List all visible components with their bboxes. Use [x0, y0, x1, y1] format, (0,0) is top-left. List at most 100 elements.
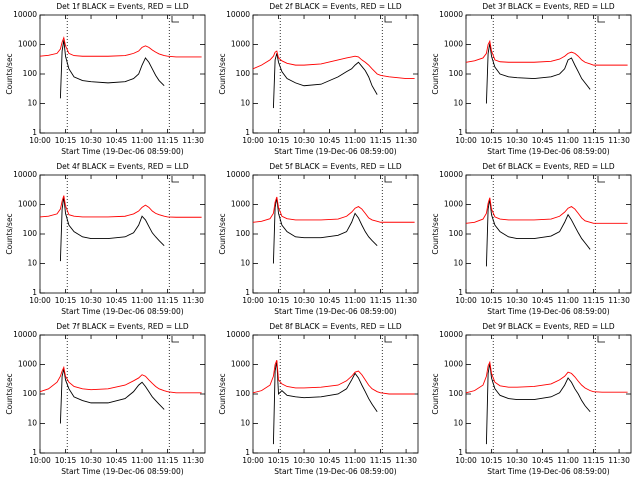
x-axis-label: Start Time (19-Dec-06 08:59:00)	[61, 147, 183, 156]
y-tick-label: 1000	[231, 40, 250, 49]
series-line	[252, 196, 415, 223]
y-tick-label: 10	[240, 99, 250, 108]
x-tick-label: 10:15	[55, 136, 77, 145]
y-tick-label: 1	[245, 288, 250, 297]
x-axis-label: Start Time (19-Dec-06 08:59:00)	[487, 467, 609, 476]
x-tick-label: 11:15	[370, 136, 392, 145]
y-tick-label: 100	[23, 69, 38, 78]
plot-frame	[39, 14, 206, 134]
x-tick-label: 10:15	[481, 456, 503, 465]
x-tick-label: 11:00	[131, 456, 153, 465]
y-tick-label: 100	[23, 389, 38, 398]
x-tick-label: 11:00	[131, 296, 153, 305]
y-tick-label: 1	[245, 448, 250, 457]
corner-marker	[384, 336, 392, 343]
y-tick-label: 1000	[18, 360, 37, 369]
y-tick-label: 10000	[13, 330, 37, 339]
y-tick-label: 100	[449, 69, 464, 78]
series-line	[59, 368, 165, 424]
x-tick-label: 11:30	[608, 136, 630, 145]
x-tick-label: 10:30	[80, 456, 102, 465]
x-tick-label: 11:00	[344, 456, 366, 465]
x-tick-label: 10:30	[293, 456, 315, 465]
series-line	[39, 365, 202, 394]
x-tick-label: 10:15	[55, 456, 77, 465]
x-axis-label: Start Time (19-Dec-06 08:59:00)	[274, 467, 396, 476]
x-tick-label: 10:15	[268, 136, 290, 145]
panel: Det 7f BLACK = Events, RED = LLD Start Ti…	[5, 322, 206, 476]
y-axis-label: Counts/sec	[431, 53, 440, 94]
y-tick-label: 100	[236, 389, 251, 398]
series-line	[485, 199, 591, 267]
chart-title: Det 3f BLACK = Events, RED = LLD	[482, 2, 615, 11]
x-tick-label: 10:00	[29, 296, 51, 305]
corner-marker	[171, 176, 179, 183]
x-tick-label: 10:30	[80, 136, 102, 145]
y-tick-label: 100	[449, 389, 464, 398]
x-tick-label: 10:30	[80, 296, 102, 305]
y-tick-label: 10000	[13, 170, 37, 179]
chart-title: Det 4f BLACK = Events, RED = LLD	[56, 162, 189, 171]
series-line	[272, 197, 378, 264]
x-tick-label: 11:30	[182, 136, 204, 145]
y-axis-label: Counts/sec	[218, 373, 227, 414]
chart-title: Det 8f BLACK = Events, RED = LLD	[269, 322, 402, 331]
y-axis-label: Counts/sec	[5, 213, 14, 254]
y-tick-label: 10000	[13, 10, 37, 19]
y-tick-label: 1	[32, 288, 37, 297]
x-tick-label: 11:15	[583, 136, 605, 145]
x-tick-label: 10:15	[481, 296, 503, 305]
x-tick-label: 10:00	[242, 456, 264, 465]
x-tick-label: 10:30	[506, 296, 528, 305]
y-axis-label: Counts/sec	[431, 213, 440, 254]
series-line	[485, 363, 591, 445]
chart-title: Det 7f BLACK = Events, RED = LLD	[56, 322, 189, 331]
x-tick-label: 10:30	[506, 456, 528, 465]
corner-marker	[384, 16, 392, 23]
x-tick-label: 11:30	[395, 136, 417, 145]
series-line	[59, 40, 165, 99]
y-axis-label: Counts/sec	[218, 53, 227, 94]
chart-title: Det 6f BLACK = Events, RED = LLD	[482, 162, 615, 171]
panel: Det 1f BLACK = Events, RED = LLD Start Ti…	[5, 2, 206, 156]
y-tick-label: 10000	[439, 330, 463, 339]
y-tick-label: 1000	[231, 200, 250, 209]
x-tick-label: 10:30	[293, 136, 315, 145]
series-line	[39, 195, 202, 218]
panel: Det 2f BLACK = Events, RED = LLD Start Ti…	[218, 2, 419, 156]
x-tick-label: 10:45	[532, 136, 554, 145]
x-axis-label: Start Time (19-Dec-06 08:59:00)	[487, 147, 609, 156]
y-tick-label: 100	[23, 229, 38, 238]
y-tick-label: 10	[27, 99, 37, 108]
x-tick-label: 10:00	[455, 456, 477, 465]
y-tick-label: 10000	[226, 10, 250, 19]
y-tick-label: 10	[27, 419, 37, 428]
panel: Det 8f BLACK = Events, RED = LLD Start Ti…	[218, 322, 419, 476]
x-tick-label: 10:45	[319, 136, 341, 145]
y-tick-label: 1000	[18, 200, 37, 209]
x-axis-label: Start Time (19-Dec-06 08:59:00)	[274, 147, 396, 156]
x-tick-label: 10:30	[506, 136, 528, 145]
y-tick-label: 1000	[18, 40, 37, 49]
y-tick-label: 100	[236, 69, 251, 78]
y-tick-label: 10	[27, 259, 37, 268]
series-line	[485, 43, 591, 104]
x-tick-label: 11:00	[557, 456, 579, 465]
x-tick-label: 11:15	[583, 456, 605, 465]
x-tick-label: 10:00	[455, 136, 477, 145]
y-axis-label: Counts/sec	[431, 373, 440, 414]
x-tick-label: 10:45	[106, 136, 128, 145]
y-tick-label: 1000	[444, 200, 463, 209]
x-tick-label: 10:00	[242, 296, 264, 305]
x-tick-label: 11:30	[182, 296, 204, 305]
chart-title: Det 9f BLACK = Events, RED = LLD	[482, 322, 615, 331]
x-tick-label: 11:30	[608, 296, 630, 305]
x-tick-label: 10:45	[319, 296, 341, 305]
y-axis-label: Counts/sec	[5, 53, 14, 94]
corner-marker	[171, 16, 179, 23]
series-line	[252, 50, 415, 80]
y-tick-label: 10000	[226, 330, 250, 339]
panel: Det 3f BLACK = Events, RED = LLD Start Ti…	[431, 2, 632, 156]
x-tick-label: 11:15	[157, 456, 179, 465]
